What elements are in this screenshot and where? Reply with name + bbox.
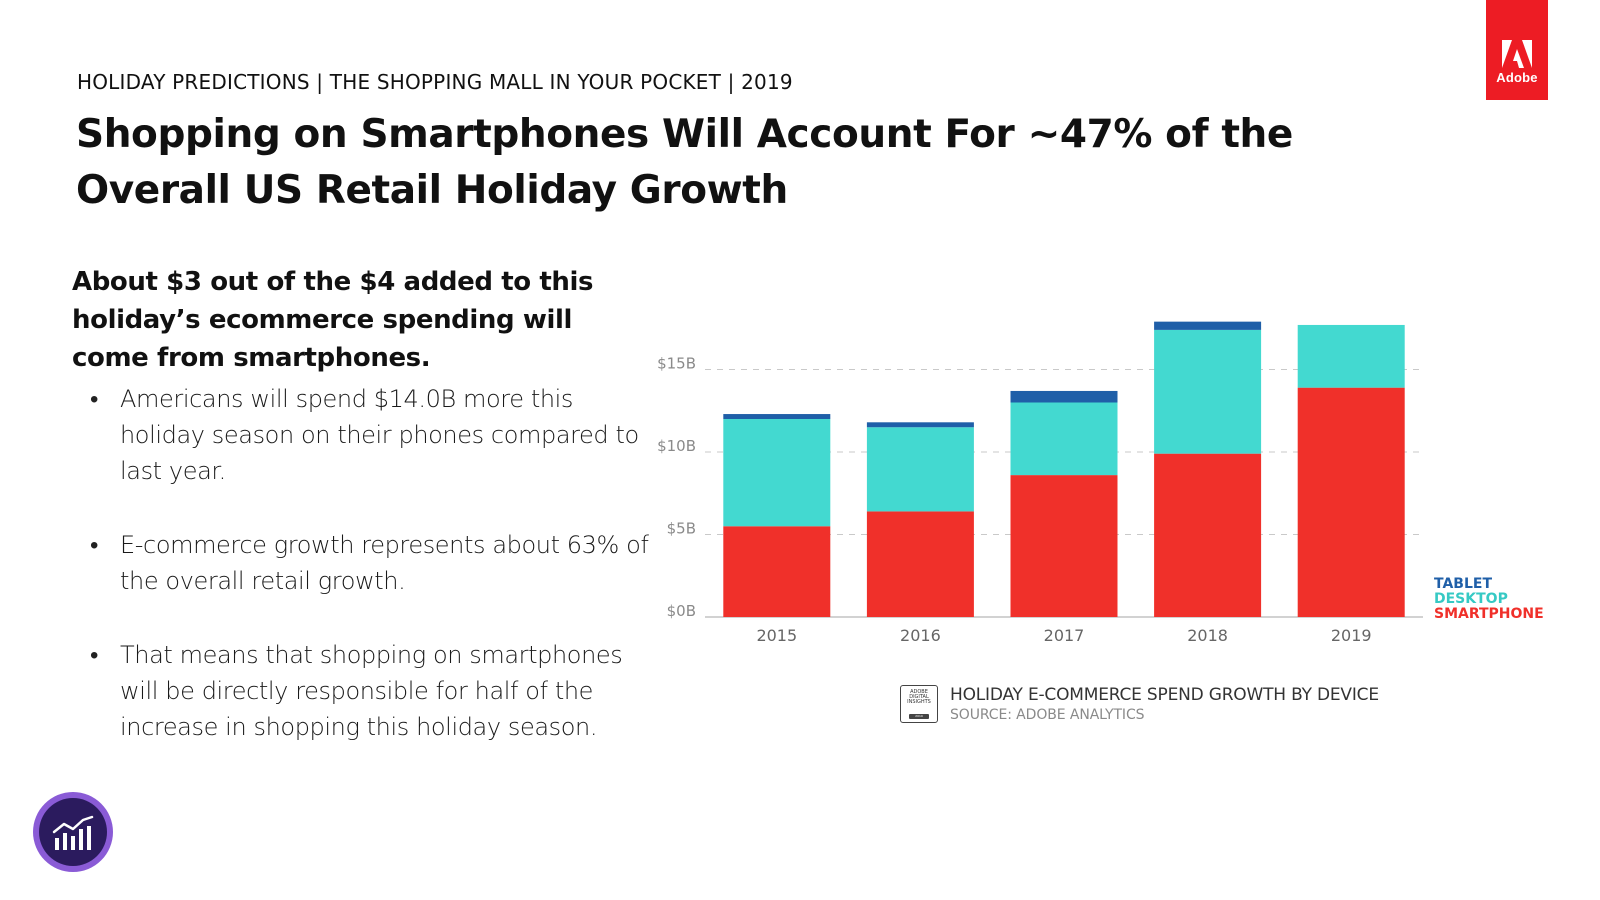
bar-segment-smartphone	[866, 511, 974, 617]
x-tick-label: 2019	[1331, 626, 1372, 645]
bullet-list: Americans will spend $14.0B more this ho…	[90, 381, 650, 783]
bar-segment-desktop	[1154, 329, 1262, 454]
bar-segment-desktop	[723, 419, 831, 527]
x-tick-label: 2018	[1187, 626, 1228, 645]
x-tick-label: 2016	[900, 626, 941, 645]
page-title: Shopping on Smartphones Will Account For…	[76, 112, 1293, 213]
legend-desktop: DESKTOP	[1434, 591, 1508, 607]
chart-caption-title: HOLIDAY E-COMMERCE SPEND GROWTH BY DEVIC…	[950, 685, 1379, 705]
x-tick-label: 2015	[756, 626, 797, 645]
y-tick-label: $0B	[667, 602, 696, 620]
bar-segment-desktop	[1297, 324, 1405, 388]
digital-insights-icon: ADOBE DIGITAL INSIGHTS 2019	[900, 685, 938, 723]
chart-caption-source: SOURCE: ADOBE ANALYTICS	[950, 707, 1145, 723]
bar-segment-desktop	[1010, 402, 1118, 476]
bar-segment-desktop	[866, 427, 974, 512]
stacked-bar-chart: $0B $5B $10B $15B 2015 2016 2017 2018 2019 TABLET…	[657, 321, 1544, 645]
kicker: HOLIDAY PREDICTIONS | THE SHOPPING MALL …	[77, 70, 793, 94]
bar-segment-smartphone	[1154, 453, 1262, 617]
bullet-item: Americans will spend $14.0B more this ho…	[90, 381, 650, 489]
adobe-a-icon	[1502, 40, 1532, 68]
bar-segment-smartphone	[1010, 475, 1118, 617]
bar-segment-smartphone	[723, 526, 831, 617]
legend-smartphone: SMARTPHONE	[1434, 606, 1544, 622]
y-tick-label: $5B	[667, 520, 696, 538]
bullet-item: That means that shopping on smartphones …	[90, 637, 650, 745]
y-tick-label: $15B	[657, 355, 696, 373]
bar-segment-tablet	[866, 422, 974, 428]
adobe-logo: Adobe	[1486, 0, 1548, 100]
digital-insights-icon-text: ADOBE DIGITAL INSIGHTS	[907, 689, 931, 705]
adobe-logo-text: Adobe	[1496, 70, 1538, 85]
analytics-badge	[33, 792, 113, 872]
bar-segment-tablet	[723, 414, 831, 419]
x-tick-label: 2017	[1044, 626, 1085, 645]
bar-segment-tablet	[1154, 321, 1262, 330]
analytics-chart-icon	[39, 798, 107, 866]
lead-text: About $3 out of the $4 added to this hol…	[72, 267, 594, 373]
digital-insights-icon-year: 2019	[909, 714, 929, 719]
legend-tablet: TABLET	[1434, 576, 1492, 592]
y-tick-label: $10B	[657, 437, 696, 455]
bullet-item: E-commerce growth represents about 63% o…	[90, 527, 650, 599]
bar-segment-smartphone	[1297, 387, 1405, 617]
bar-segment-tablet	[1010, 390, 1118, 403]
